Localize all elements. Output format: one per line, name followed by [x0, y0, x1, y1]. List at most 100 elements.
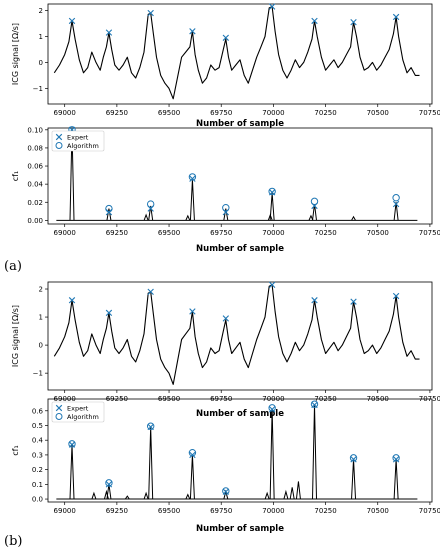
cf1-spike	[269, 193, 275, 221]
y-tick-label: 0.08	[27, 144, 43, 152]
x-axis-label: Number of sample	[196, 119, 284, 129]
x-tick-label: 69750	[210, 507, 232, 515]
y-tick-label: 0	[39, 59, 43, 67]
cf1-spike	[185, 214, 191, 221]
cf1-spike	[351, 215, 356, 221]
y-tick-label: 0.00	[27, 217, 43, 225]
x-tick-label: 70500	[367, 507, 389, 515]
expert-marker	[268, 189, 276, 196]
algorithm-marker	[146, 422, 155, 430]
x-tick-label: 70750	[419, 109, 440, 117]
cf1-spike	[143, 491, 149, 500]
icg-signal-plot-a: 69000 69250 69500 69750 70000 70250 70500 70750…	[11, 3, 440, 129]
x-axis-label: Number of sample	[196, 409, 284, 419]
algorithm-marker	[146, 200, 155, 208]
x-tick-label: 69750	[210, 109, 232, 117]
x-tick-label: 69000	[54, 229, 76, 237]
y-axis-label: cf₁	[11, 445, 20, 455]
expert-marker	[68, 17, 76, 25]
panel-label-a: (a)	[4, 259, 22, 274]
legend-expert-marker	[55, 404, 63, 412]
expert-marker	[105, 29, 113, 36]
axes-frame	[47, 127, 433, 225]
expert-marker	[189, 308, 196, 315]
cf1-spike	[283, 489, 289, 500]
icg-signal-plot-b: 69000 69250 69500 69750 70000 70250 70500 70750…	[11, 281, 440, 419]
y-axis-label: cf₁	[11, 171, 20, 181]
expert-marker	[392, 456, 400, 463]
x-tick-label: 69000	[54, 109, 76, 117]
expert-marker	[350, 298, 357, 305]
panel-label-b: (b)	[4, 534, 22, 549]
cf1-spike	[269, 409, 275, 500]
y-tick-label: 0	[39, 342, 43, 350]
expert-marker	[222, 209, 229, 216]
expert-marker	[222, 34, 229, 41]
y-tick-label: 1	[39, 314, 43, 322]
cf1-spike	[351, 459, 357, 500]
legend-expert-label: Expert	[67, 404, 89, 412]
algorithm-marker	[188, 449, 197, 457]
x-tick-label: 69250	[106, 109, 128, 117]
legend-box	[51, 401, 105, 423]
cf1-spike	[124, 495, 130, 500]
algorithm-marker	[310, 197, 319, 206]
cf1-plot-a: 69000 69250 69500 69750 70000 70250 70500 70750…	[11, 126, 440, 254]
expert-marker	[222, 488, 229, 495]
expert-marker	[147, 205, 154, 212]
expert-marker	[105, 209, 113, 216]
cf1-spike	[393, 202, 399, 221]
expert-marker	[311, 401, 318, 409]
expert-marker	[350, 456, 357, 463]
expert-marker	[392, 13, 400, 21]
x-tick-label: 70000	[262, 109, 284, 117]
expert-marker	[311, 297, 318, 304]
x-tick-label: 70500	[367, 109, 389, 117]
y-tick-label: 2	[39, 7, 43, 15]
cf1-spike	[312, 404, 318, 500]
y-axis-label: ICG signal [Ω/s]	[11, 23, 20, 85]
x-tick-label: 70250	[314, 507, 336, 515]
cf1-spike	[308, 214, 314, 221]
cf1-spike	[143, 213, 149, 221]
expert-marker	[189, 28, 196, 35]
expert-marker	[147, 423, 154, 431]
expert-marker	[222, 315, 229, 322]
algorithm-marker	[349, 454, 358, 462]
expert-marker	[268, 3, 276, 10]
cf1-spike	[91, 491, 97, 500]
cf1-spike	[264, 491, 270, 500]
y-tick-label: 0.04	[27, 181, 43, 189]
expert-marker	[311, 202, 318, 210]
cf1-spike	[223, 208, 229, 221]
algorithm-marker	[222, 487, 230, 495]
algorithm-marker	[188, 173, 197, 181]
x-tick-label: 70500	[367, 229, 389, 237]
y-tick-label: 0.4	[32, 437, 44, 445]
x-axis-label: Number of sample	[196, 524, 284, 534]
cf1-spike	[148, 205, 154, 221]
legend-algorithm-label: Algorithm	[67, 142, 99, 150]
y-axis-label: ICG signal [Ω/s]	[11, 305, 20, 367]
expert-marker	[189, 175, 196, 182]
y-tick-label: 0.1	[32, 481, 43, 489]
expert-marker	[311, 17, 318, 25]
cf1-spike	[148, 426, 154, 500]
x-tick-label: 70000	[262, 507, 284, 515]
expert-marker	[147, 288, 154, 296]
x-tick-label: 70750	[419, 507, 440, 515]
cf1-spike	[289, 487, 295, 500]
x-tick-label: 69250	[106, 507, 128, 515]
y-tick-label: 0.02	[27, 199, 43, 207]
legend-algorithm-marker	[55, 413, 63, 420]
cf1-plot-b: 69000 69250 69500 69750 70000 70250 70500 70750…	[11, 398, 440, 534]
x-tick-label: 69500	[158, 229, 180, 237]
legend-algorithm-marker	[55, 142, 63, 149]
algorithm-marker	[392, 194, 400, 202]
expert-marker	[105, 481, 113, 488]
algorithm-marker	[268, 187, 276, 196]
x-tick-label: 69750	[210, 229, 232, 237]
legend-algorithm-label: Algorithm	[67, 413, 99, 421]
x-tick-label: 69500	[158, 507, 180, 515]
expert-marker	[147, 9, 154, 17]
